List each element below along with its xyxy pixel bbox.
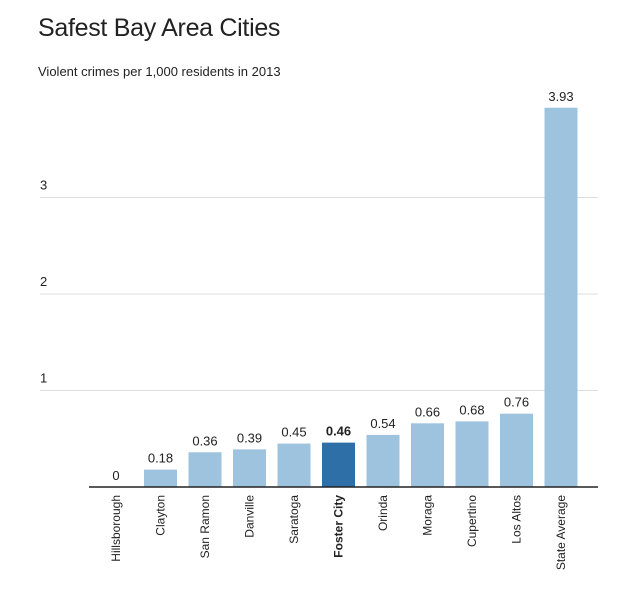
x-tick-label: Hillsborough xyxy=(109,495,123,562)
x-tick-label: State Average xyxy=(554,495,568,570)
x-tick-label: Danville xyxy=(243,495,257,538)
y-tick-label: 1 xyxy=(40,371,47,386)
bar xyxy=(188,452,222,487)
bar xyxy=(233,449,266,487)
data-label: 0.76 xyxy=(504,395,529,410)
data-label: 0 xyxy=(112,468,119,483)
data-label: 0.54 xyxy=(370,416,395,431)
y-tick-label: 3 xyxy=(40,178,47,193)
y-tick-label: 2 xyxy=(40,274,47,289)
data-label: 0.66 xyxy=(415,404,440,419)
data-label: 3.93 xyxy=(548,89,573,104)
data-label: 0.18 xyxy=(148,451,173,466)
x-tick-label: Moraga xyxy=(421,495,435,536)
x-tick-label: Foster City xyxy=(332,495,346,558)
bar xyxy=(411,423,444,487)
x-tick-label: Los Altos xyxy=(510,495,524,544)
data-label: 0.39 xyxy=(237,430,262,445)
x-tick-label: Clayton xyxy=(154,495,168,536)
data-label: 0.68 xyxy=(459,402,484,417)
x-tick-label: San Ramon xyxy=(198,495,212,558)
data-label: 0.46 xyxy=(326,424,351,439)
bar xyxy=(500,413,533,487)
bar xyxy=(144,469,177,487)
data-label: 0.36 xyxy=(192,433,217,448)
bar xyxy=(277,443,311,487)
data-label: 0.45 xyxy=(281,425,306,440)
chart-subtitle: Violent crimes per 1,000 residents in 20… xyxy=(38,64,281,79)
x-tick-label: Saratoga xyxy=(287,495,301,544)
bar xyxy=(544,107,578,487)
bar xyxy=(322,442,355,487)
bar xyxy=(366,434,400,487)
x-tick-label: Orinda xyxy=(376,495,390,531)
x-tick-label: Cupertino xyxy=(465,495,479,547)
chart-title: Safest Bay Area Cities xyxy=(38,14,281,42)
bar xyxy=(455,421,489,487)
